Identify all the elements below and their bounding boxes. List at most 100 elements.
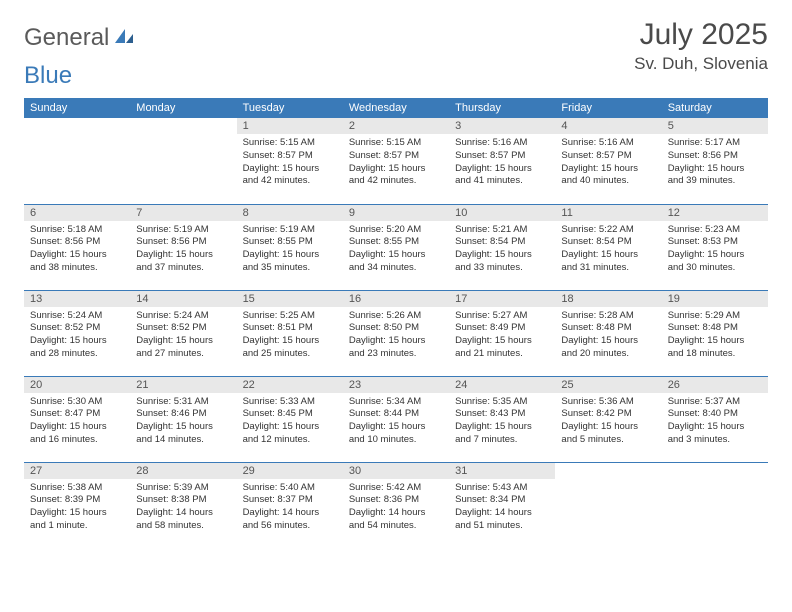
daylight-text: Daylight: 15 hours and 12 minutes.: [243, 421, 337, 447]
day-body: Sunrise: 5:19 AMSunset: 8:55 PMDaylight:…: [237, 221, 343, 279]
sunset-text: Sunset: 8:44 PM: [349, 408, 443, 421]
sunrise-text: Sunrise: 5:15 AM: [349, 137, 443, 150]
sunset-text: Sunset: 8:52 PM: [136, 322, 230, 335]
day-number: 1: [237, 118, 343, 134]
sunrise-text: Sunrise: 5:17 AM: [668, 137, 762, 150]
day-body: Sunrise: 5:17 AMSunset: 8:56 PMDaylight:…: [662, 134, 768, 192]
week-row: 27Sunrise: 5:38 AMSunset: 8:39 PMDayligh…: [24, 462, 768, 548]
day-number: 3: [449, 118, 555, 134]
day-number: 2: [343, 118, 449, 134]
sunset-text: Sunset: 8:55 PM: [349, 236, 443, 249]
day-body: Sunrise: 5:43 AMSunset: 8:34 PMDaylight:…: [449, 479, 555, 537]
day-cell-29: 29Sunrise: 5:40 AMSunset: 8:37 PMDayligh…: [237, 462, 343, 548]
day-number: 16: [343, 291, 449, 307]
daylight-text: Daylight: 15 hours and 34 minutes.: [349, 249, 443, 275]
day-number: 31: [449, 463, 555, 479]
day-body: Sunrise: 5:31 AMSunset: 8:46 PMDaylight:…: [130, 393, 236, 451]
day-body: Sunrise: 5:15 AMSunset: 8:57 PMDaylight:…: [237, 134, 343, 192]
day-body: Sunrise: 5:24 AMSunset: 8:52 PMDaylight:…: [130, 307, 236, 365]
day-header-thursday: Thursday: [449, 98, 555, 118]
day-body: Sunrise: 5:19 AMSunset: 8:56 PMDaylight:…: [130, 221, 236, 279]
day-cell-5: 5Sunrise: 5:17 AMSunset: 8:56 PMDaylight…: [662, 118, 768, 204]
daylight-text: Daylight: 15 hours and 37 minutes.: [136, 249, 230, 275]
sunset-text: Sunset: 8:52 PM: [30, 322, 124, 335]
sunrise-text: Sunrise: 5:39 AM: [136, 482, 230, 495]
sunrise-text: Sunrise: 5:15 AM: [243, 137, 337, 150]
sunset-text: Sunset: 8:43 PM: [455, 408, 549, 421]
title-block: July 2025 Sv. Duh, Slovenia: [634, 18, 768, 74]
day-number: 29: [237, 463, 343, 479]
day-cell-18: 18Sunrise: 5:28 AMSunset: 8:48 PMDayligh…: [555, 290, 661, 376]
sunrise-text: Sunrise: 5:28 AM: [561, 310, 655, 323]
day-body: Sunrise: 5:28 AMSunset: 8:48 PMDaylight:…: [555, 307, 661, 365]
day-cell-27: 27Sunrise: 5:38 AMSunset: 8:39 PMDayligh…: [24, 462, 130, 548]
day-cell-23: 23Sunrise: 5:34 AMSunset: 8:44 PMDayligh…: [343, 376, 449, 462]
sunrise-text: Sunrise: 5:19 AM: [136, 224, 230, 237]
sunrise-text: Sunrise: 5:35 AM: [455, 396, 549, 409]
daylight-text: Daylight: 15 hours and 3 minutes.: [668, 421, 762, 447]
day-body: Sunrise: 5:34 AMSunset: 8:44 PMDaylight:…: [343, 393, 449, 451]
daylight-text: Daylight: 15 hours and 31 minutes.: [561, 249, 655, 275]
day-body: Sunrise: 5:16 AMSunset: 8:57 PMDaylight:…: [555, 134, 661, 192]
location-label: Sv. Duh, Slovenia: [634, 54, 768, 74]
day-body: Sunrise: 5:35 AMSunset: 8:43 PMDaylight:…: [449, 393, 555, 451]
day-body: Sunrise: 5:22 AMSunset: 8:54 PMDaylight:…: [555, 221, 661, 279]
sunrise-text: Sunrise: 5:29 AM: [668, 310, 762, 323]
sunset-text: Sunset: 8:47 PM: [30, 408, 124, 421]
day-body: Sunrise: 5:20 AMSunset: 8:55 PMDaylight:…: [343, 221, 449, 279]
sunrise-text: Sunrise: 5:42 AM: [349, 482, 443, 495]
daylight-text: Daylight: 14 hours and 54 minutes.: [349, 507, 443, 533]
day-cell-28: 28Sunrise: 5:39 AMSunset: 8:38 PMDayligh…: [130, 462, 236, 548]
day-cell-17: 17Sunrise: 5:27 AMSunset: 8:49 PMDayligh…: [449, 290, 555, 376]
day-cell-13: 13Sunrise: 5:24 AMSunset: 8:52 PMDayligh…: [24, 290, 130, 376]
sunrise-text: Sunrise: 5:34 AM: [349, 396, 443, 409]
day-body: Sunrise: 5:40 AMSunset: 8:37 PMDaylight:…: [237, 479, 343, 537]
day-number: 18: [555, 291, 661, 307]
day-cell-20: 20Sunrise: 5:30 AMSunset: 8:47 PMDayligh…: [24, 376, 130, 462]
sunset-text: Sunset: 8:36 PM: [349, 494, 443, 507]
day-number: 27: [24, 463, 130, 479]
sunrise-text: Sunrise: 5:21 AM: [455, 224, 549, 237]
day-cell-4: 4Sunrise: 5:16 AMSunset: 8:57 PMDaylight…: [555, 118, 661, 204]
day-cell-6: 6Sunrise: 5:18 AMSunset: 8:56 PMDaylight…: [24, 204, 130, 290]
day-body: Sunrise: 5:33 AMSunset: 8:45 PMDaylight:…: [237, 393, 343, 451]
sunrise-text: Sunrise: 5:43 AM: [455, 482, 549, 495]
sunrise-text: Sunrise: 5:31 AM: [136, 396, 230, 409]
day-number: 28: [130, 463, 236, 479]
day-body: Sunrise: 5:15 AMSunset: 8:57 PMDaylight:…: [343, 134, 449, 192]
daylight-text: Daylight: 15 hours and 7 minutes.: [455, 421, 549, 447]
day-header-wednesday: Wednesday: [343, 98, 449, 118]
day-cell-15: 15Sunrise: 5:25 AMSunset: 8:51 PMDayligh…: [237, 290, 343, 376]
day-cell-31: 31Sunrise: 5:43 AMSunset: 8:34 PMDayligh…: [449, 462, 555, 548]
sunrise-text: Sunrise: 5:24 AM: [30, 310, 124, 323]
month-title: July 2025: [634, 18, 768, 52]
day-body: Sunrise: 5:30 AMSunset: 8:47 PMDaylight:…: [24, 393, 130, 451]
calendar-body: ..1Sunrise: 5:15 AMSunset: 8:57 PMDaylig…: [24, 118, 768, 548]
day-number: 17: [449, 291, 555, 307]
day-header-monday: Monday: [130, 98, 236, 118]
sunrise-text: Sunrise: 5:36 AM: [561, 396, 655, 409]
sunset-text: Sunset: 8:49 PM: [455, 322, 549, 335]
sunrise-text: Sunrise: 5:26 AM: [349, 310, 443, 323]
daylight-text: Daylight: 15 hours and 41 minutes.: [455, 163, 549, 189]
sunrise-text: Sunrise: 5:19 AM: [243, 224, 337, 237]
logo-sail-icon: [113, 27, 135, 50]
day-number: 19: [662, 291, 768, 307]
sunrise-text: Sunrise: 5:40 AM: [243, 482, 337, 495]
day-number: 13: [24, 291, 130, 307]
day-body: Sunrise: 5:29 AMSunset: 8:48 PMDaylight:…: [662, 307, 768, 365]
day-body: Sunrise: 5:36 AMSunset: 8:42 PMDaylight:…: [555, 393, 661, 451]
sunset-text: Sunset: 8:46 PM: [136, 408, 230, 421]
day-number: 21: [130, 377, 236, 393]
day-cell-22: 22Sunrise: 5:33 AMSunset: 8:45 PMDayligh…: [237, 376, 343, 462]
day-cell-25: 25Sunrise: 5:36 AMSunset: 8:42 PMDayligh…: [555, 376, 661, 462]
daylight-text: Daylight: 15 hours and 38 minutes.: [30, 249, 124, 275]
daylight-text: Daylight: 15 hours and 42 minutes.: [349, 163, 443, 189]
sunset-text: Sunset: 8:50 PM: [349, 322, 443, 335]
daylight-text: Daylight: 15 hours and 27 minutes.: [136, 335, 230, 361]
day-cell-9: 9Sunrise: 5:20 AMSunset: 8:55 PMDaylight…: [343, 204, 449, 290]
day-body: Sunrise: 5:37 AMSunset: 8:40 PMDaylight:…: [662, 393, 768, 451]
sunrise-text: Sunrise: 5:23 AM: [668, 224, 762, 237]
day-cell-16: 16Sunrise: 5:26 AMSunset: 8:50 PMDayligh…: [343, 290, 449, 376]
day-body: Sunrise: 5:39 AMSunset: 8:38 PMDaylight:…: [130, 479, 236, 537]
